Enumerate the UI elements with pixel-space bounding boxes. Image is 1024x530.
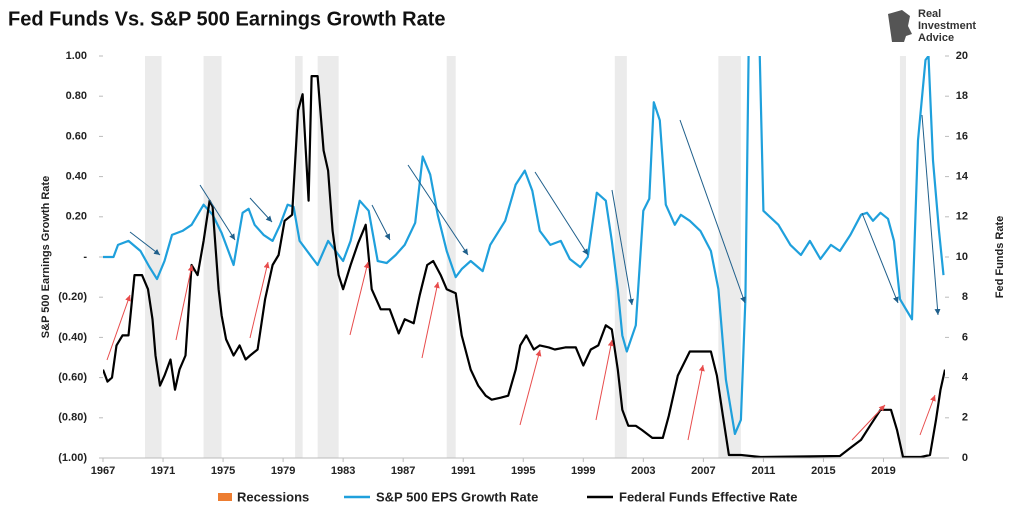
axes: 1.00 0.80 0.60 0.40 0.20 - (0.20) (0.40) (0.60) (… [58, 50, 969, 477]
x-tick-label: 1983 [331, 465, 355, 477]
y-tick-label: (0.40) [58, 331, 87, 343]
logo-icon [888, 10, 912, 42]
arrow [534, 171, 589, 256]
arrow [611, 189, 634, 306]
y-tick-label: (0.80) [58, 412, 87, 424]
arrow [851, 404, 886, 441]
y2-tick-label: 14 [956, 171, 969, 183]
x-tick-label: 2019 [871, 465, 895, 477]
arrow [371, 204, 391, 241]
recession-band [145, 56, 162, 458]
recession-band [899, 56, 906, 458]
arrow [129, 231, 161, 256]
y-tick-label: (1.00) [58, 452, 87, 464]
recession-band [295, 56, 303, 458]
recession-band [614, 56, 627, 458]
x-tick-label: 2011 [751, 465, 775, 477]
y2-tick-label: 18 [956, 90, 968, 102]
logo: Real Investment Advice [888, 8, 976, 44]
plot-lines [103, 56, 945, 458]
y-tick-label: 1.00 [66, 50, 87, 62]
arrow [679, 119, 746, 304]
y2-tick-label: 10 [956, 251, 968, 263]
arrow [349, 261, 370, 336]
y-tick-label: 0.40 [66, 171, 87, 183]
arrow [249, 261, 270, 339]
recession-band [203, 56, 222, 458]
legend-label: Federal Funds Effective Rate [619, 489, 797, 504]
recession-bands [145, 56, 906, 458]
recession-band [317, 56, 339, 458]
x-tick-label: 1967 [91, 465, 115, 477]
y-tick-label: (0.20) [58, 291, 87, 303]
legend: Recessions S&P 500 EPS Growth Rate Federal… [218, 489, 797, 504]
x-tick-label: 1995 [511, 465, 535, 477]
annotation-arrows [106, 114, 941, 441]
y2-tick-label: 12 [956, 211, 968, 223]
logo-text: Real [918, 8, 941, 20]
x-tick-label: 1999 [571, 465, 595, 477]
logo-text: Advice [918, 32, 954, 44]
y-tick-label: 0.60 [66, 130, 87, 142]
y-tick-label: (0.60) [58, 372, 87, 384]
arrow [106, 294, 131, 361]
x-tick-label: 1991 [451, 465, 475, 477]
arrow [919, 394, 936, 436]
x-tick-label: 2003 [631, 465, 655, 477]
legend-label: Recessions [237, 489, 309, 504]
x-tick-label: 2015 [811, 465, 835, 477]
y-tick-label: 0.80 [66, 90, 87, 102]
recession-band [446, 56, 456, 458]
y2-tick-label: 20 [956, 50, 968, 62]
y2-axis-title: Fed Funds Rate [994, 216, 1006, 299]
y-tick-label: - [83, 251, 87, 263]
arrow [249, 197, 273, 223]
x-tick-label: 2007 [691, 465, 715, 477]
series-line [103, 75, 945, 458]
x-tick-label: 1979 [271, 465, 295, 477]
arrow [595, 339, 614, 421]
y2-tick-label: 6 [962, 331, 968, 343]
arrow [519, 349, 542, 426]
x-tick-label: 1975 [211, 465, 235, 477]
arrow [921, 114, 941, 316]
y2-tick-label: 2 [962, 412, 968, 424]
legend-label: S&P 500 EPS Growth Rate [376, 489, 538, 504]
y2-tick-label: 4 [962, 372, 969, 384]
arrow [199, 184, 236, 241]
y2-tick-label: 0 [962, 452, 968, 464]
y2-tick-label: 8 [962, 291, 968, 303]
series-line [103, 56, 945, 435]
arrow [421, 281, 440, 359]
arrow [861, 212, 899, 304]
legend-swatch [218, 493, 232, 501]
chart-title: Fed Funds Vs. S&P 500 Earnings Growth Ra… [8, 8, 446, 30]
logo-text: Investment [918, 20, 976, 32]
x-tick-label: 1987 [391, 465, 415, 477]
arrow [175, 264, 194, 341]
y-axis-title: S&P 500 Earnings Growth Rate [40, 176, 52, 338]
y2-tick-label: 16 [956, 130, 968, 142]
arrow [687, 364, 705, 441]
x-tick-label: 1971 [151, 465, 175, 477]
arrow [407, 164, 469, 256]
y-tick-label: 0.20 [66, 211, 87, 223]
